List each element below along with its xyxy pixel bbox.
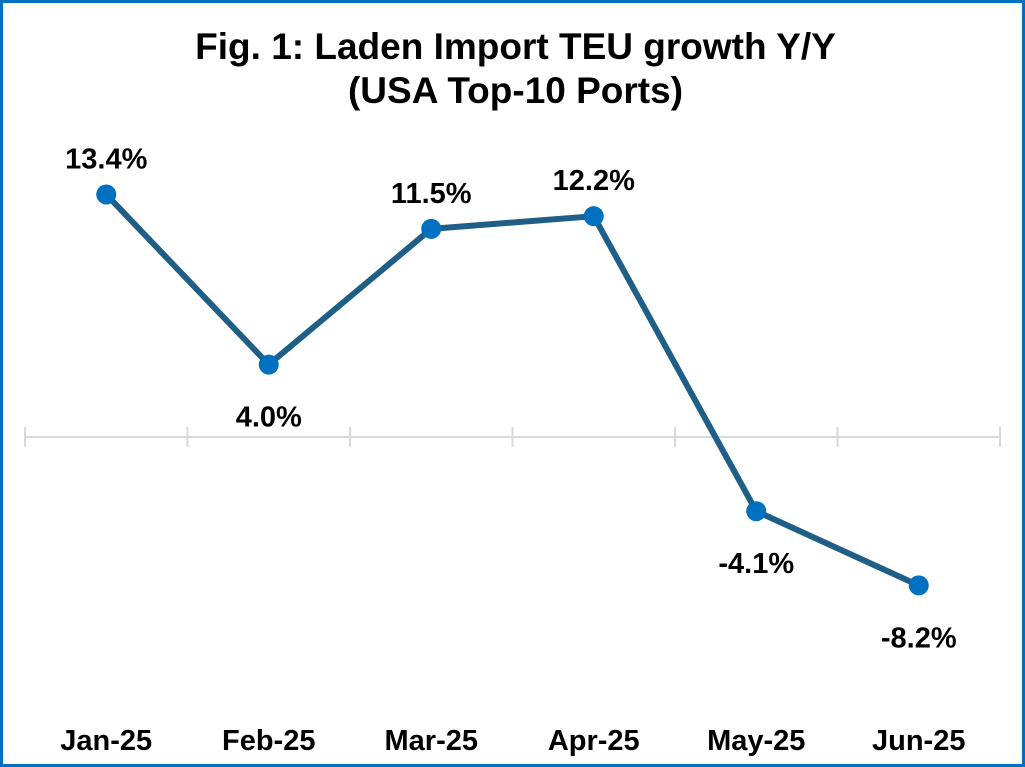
data-point xyxy=(583,206,604,227)
x-tick-label: Feb-25 xyxy=(222,725,315,757)
data-point xyxy=(746,501,767,522)
chart-title: Fig. 1: Laden Import TEU growth Y/Y xyxy=(195,26,836,67)
data-point xyxy=(421,218,442,239)
data-point xyxy=(258,354,279,375)
x-tick-label: Jan-25 xyxy=(60,725,152,757)
x-tick-label: Apr-25 xyxy=(548,725,640,757)
data-label: 11.5% xyxy=(391,178,472,210)
x-tick-label: Mar-25 xyxy=(385,725,479,757)
series-line xyxy=(103,191,922,589)
data-label: 4.0% xyxy=(236,402,302,434)
data-point xyxy=(908,575,929,596)
chart-subtitle: (USA Top-10 Ports) xyxy=(347,70,684,111)
data-label: -8.2% xyxy=(881,622,957,654)
data-label: 12.2% xyxy=(553,165,635,197)
data-label: -4.1% xyxy=(718,548,794,580)
x-tick-label: Jun-25 xyxy=(872,725,965,757)
data-label: 13.4% xyxy=(65,143,147,175)
x-tick-label: May-25 xyxy=(707,725,805,757)
chart-title-block: Fig. 1: Laden Import TEU growth Y/Y (USA… xyxy=(3,25,1025,113)
data-point xyxy=(96,184,117,205)
